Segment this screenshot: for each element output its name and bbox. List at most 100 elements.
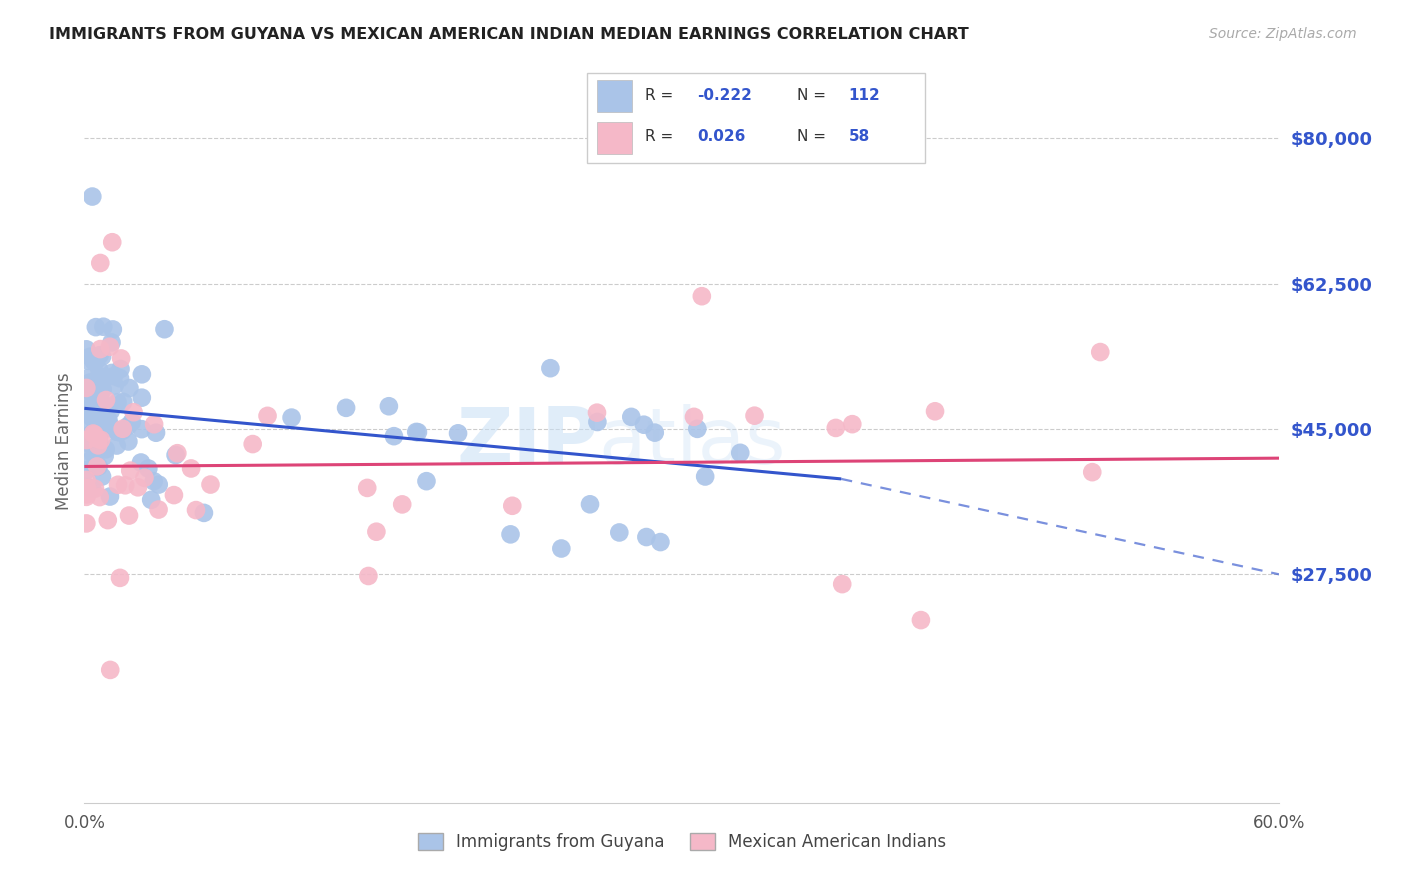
Point (127, 480, 149, 494)
FancyBboxPatch shape (586, 73, 925, 163)
Text: 58: 58 (849, 129, 870, 145)
Point (163, 488, 186, 502)
Point (105, 438, 128, 452)
Point (110, 351, 132, 366)
Point (80, 376, 103, 390)
Point (117, 419, 139, 434)
Text: R =: R = (645, 88, 673, 103)
Text: ZIP: ZIP (456, 403, 599, 480)
Point (91, 350, 114, 364)
Point (620, 409, 643, 424)
Point (415, 474, 437, 488)
Point (104, 378, 127, 392)
Point (97, 513, 120, 527)
Point (550, 541, 572, 556)
Point (82, 353, 104, 368)
Point (84, 354, 107, 368)
Point (83, 355, 105, 369)
Point (91, 370, 114, 384)
Point (143, 417, 166, 432)
Point (131, 391, 153, 405)
Point (103, 369, 125, 384)
Point (184, 503, 207, 517)
Point (141, 492, 163, 507)
Point (122, 405, 145, 419)
Point (75, 389, 97, 403)
Point (86, 423, 108, 437)
Legend: Immigrants from Guyana, Mexican American Indians: Immigrants from Guyana, Mexican American… (409, 825, 955, 860)
Point (87, 415, 110, 429)
Point (82, 404, 104, 418)
Y-axis label: Median Earnings: Median Earnings (55, 373, 73, 510)
Point (98, 490, 121, 504)
Point (118, 381, 141, 395)
Point (76, 481, 98, 495)
Point (89, 436, 111, 450)
Point (97, 413, 120, 427)
Point (831, 577, 853, 591)
Point (77, 401, 100, 416)
Point (83, 459, 105, 474)
Point (118, 508, 141, 523)
Point (87, 438, 110, 452)
Point (335, 401, 357, 415)
Point (89, 256, 111, 270)
Point (96, 399, 118, 413)
Point (83, 427, 105, 442)
Point (107, 395, 129, 409)
Point (84, 482, 107, 496)
Point (86, 459, 108, 474)
Text: R =: R = (645, 129, 673, 145)
Point (586, 415, 609, 429)
Text: N =: N = (797, 88, 827, 103)
Point (84, 426, 107, 441)
Point (75, 490, 97, 504)
Point (87, 395, 110, 409)
Point (79, 376, 101, 390)
Text: 0.026: 0.026 (697, 129, 745, 145)
Point (280, 410, 302, 425)
Point (579, 497, 602, 511)
Point (77, 353, 100, 368)
Point (153, 322, 176, 336)
Point (94, 392, 117, 407)
Point (76, 487, 98, 501)
Point (145, 425, 167, 440)
Point (89, 490, 111, 504)
Point (378, 399, 401, 413)
Point (76, 473, 98, 487)
Point (841, 417, 863, 432)
Point (98, 417, 121, 431)
Point (730, 446, 752, 460)
Point (89, 363, 111, 377)
Point (77, 454, 100, 468)
Point (108, 571, 131, 585)
Point (82, 189, 104, 203)
Point (121, 415, 143, 429)
Point (75, 463, 97, 477)
Point (87, 432, 110, 446)
Point (744, 409, 766, 423)
Point (89, 390, 111, 404)
Point (75, 343, 97, 357)
Point (695, 469, 717, 483)
Point (636, 530, 658, 544)
Point (406, 425, 429, 440)
Point (131, 422, 153, 436)
Point (75, 484, 97, 499)
Point (98, 340, 121, 354)
Point (82, 389, 104, 403)
Point (131, 368, 153, 382)
Point (87, 459, 110, 474)
Text: N =: N = (797, 129, 827, 145)
Point (84, 382, 107, 396)
Point (910, 613, 932, 627)
Point (80, 379, 103, 393)
Point (110, 362, 132, 376)
Point (80, 482, 103, 496)
Point (114, 478, 136, 492)
Point (90, 381, 112, 395)
Point (75, 381, 97, 395)
Point (89, 383, 111, 397)
Point (1090, 345, 1112, 359)
